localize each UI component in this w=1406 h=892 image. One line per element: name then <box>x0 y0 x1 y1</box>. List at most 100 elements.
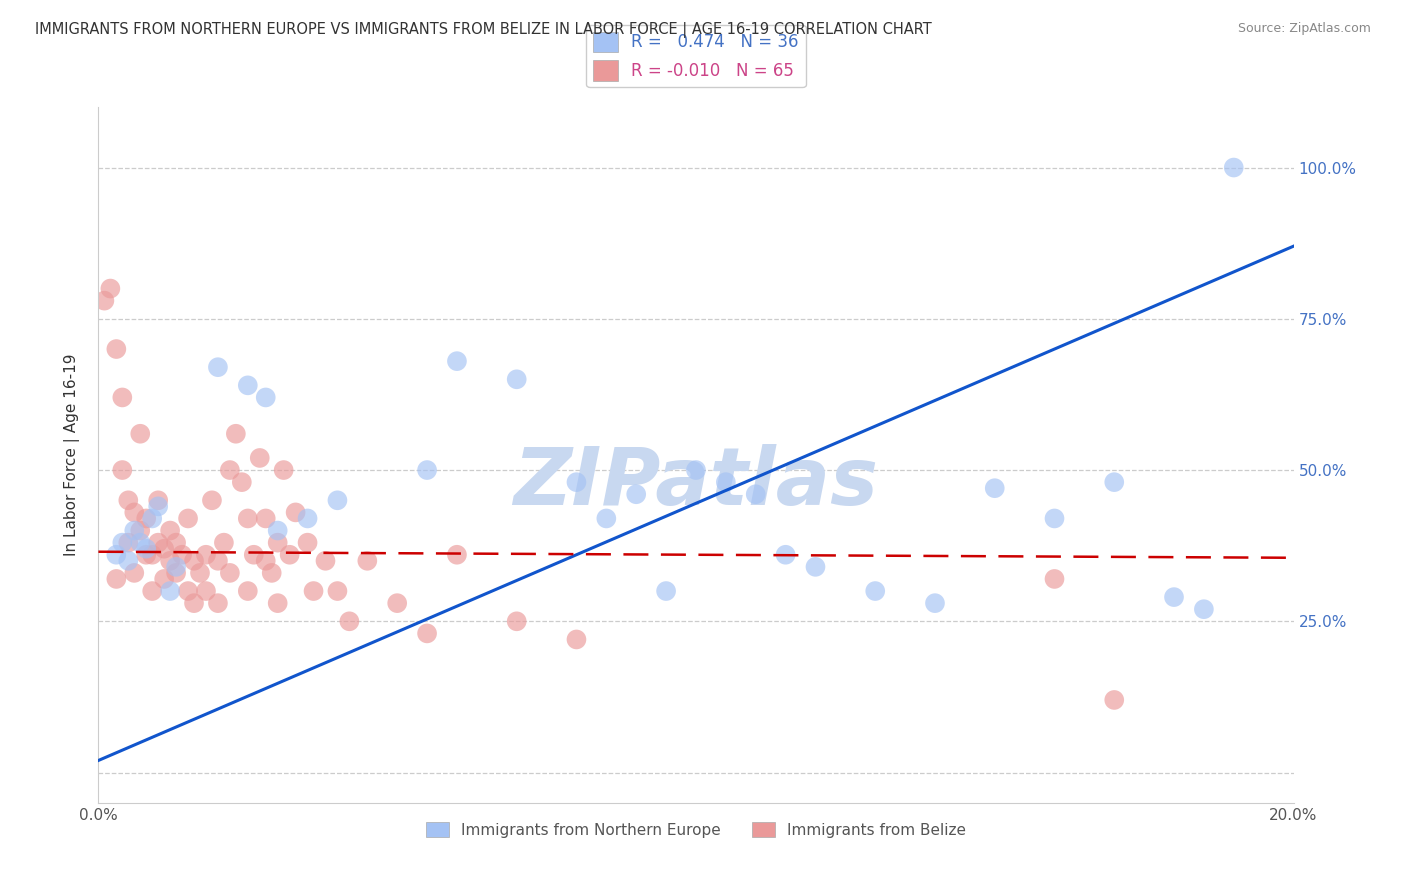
Point <box>506 615 529 629</box>
Point <box>111 463 134 477</box>
Point <box>1223 161 1246 175</box>
Point <box>188 566 211 580</box>
Point <box>267 596 290 610</box>
Point <box>124 505 146 519</box>
Point <box>339 615 361 629</box>
Text: Source: ZipAtlas.com: Source: ZipAtlas.com <box>1237 22 1371 36</box>
Point <box>236 584 259 599</box>
Point <box>177 584 200 599</box>
Point <box>506 372 529 386</box>
Point <box>924 596 946 610</box>
Point <box>219 463 242 477</box>
Point <box>148 535 170 549</box>
Point <box>416 463 439 477</box>
Point <box>254 511 277 525</box>
Point <box>984 481 1007 495</box>
Point <box>98 281 122 295</box>
Point <box>135 511 157 525</box>
Point <box>183 596 205 610</box>
Point <box>105 548 128 562</box>
Point <box>212 535 235 549</box>
Point <box>111 391 134 405</box>
Point <box>207 596 229 610</box>
Point <box>129 426 152 441</box>
Point <box>446 354 468 368</box>
Legend: Immigrants from Northern Europe, Immigrants from Belize: Immigrants from Northern Europe, Immigra… <box>420 815 972 844</box>
Point <box>153 541 176 556</box>
Point <box>141 548 163 562</box>
Point <box>565 632 588 647</box>
Point <box>159 524 181 538</box>
Point <box>236 378 259 392</box>
Point <box>105 342 128 356</box>
Point <box>165 566 187 580</box>
Point <box>105 572 128 586</box>
Point <box>1192 602 1215 616</box>
Point <box>267 535 290 549</box>
Point <box>231 475 253 490</box>
Point <box>775 548 797 562</box>
Point <box>117 493 139 508</box>
Point <box>165 535 187 549</box>
Point <box>129 535 152 549</box>
Point <box>1043 511 1066 525</box>
Point <box>124 566 146 580</box>
Point <box>148 493 170 508</box>
Point <box>195 584 218 599</box>
Point <box>93 293 115 308</box>
Point <box>326 493 349 508</box>
Point <box>141 511 163 525</box>
Point <box>254 391 277 405</box>
Point <box>315 554 337 568</box>
Point <box>124 524 146 538</box>
Point <box>416 626 439 640</box>
Point <box>159 554 181 568</box>
Point <box>1104 693 1126 707</box>
Point <box>117 554 139 568</box>
Point <box>278 548 301 562</box>
Point <box>177 511 200 525</box>
Point <box>865 584 887 599</box>
Text: IMMIGRANTS FROM NORTHERN EUROPE VS IMMIGRANTS FROM BELIZE IN LABOR FORCE | AGE 1: IMMIGRANTS FROM NORTHERN EUROPE VS IMMIG… <box>35 22 932 38</box>
Point <box>1043 572 1066 586</box>
Point <box>135 541 157 556</box>
Point <box>165 559 187 574</box>
Point <box>236 511 259 525</box>
Point <box>201 493 224 508</box>
Point <box>219 566 242 580</box>
Point <box>129 524 152 538</box>
Point <box>135 548 157 562</box>
Point <box>1163 590 1185 604</box>
Point <box>207 554 229 568</box>
Point <box>804 559 827 574</box>
Point <box>595 511 617 525</box>
Point <box>745 487 768 501</box>
Point <box>302 584 325 599</box>
Point <box>446 548 468 562</box>
Point <box>565 475 588 490</box>
Point <box>273 463 295 477</box>
Point <box>249 450 271 465</box>
Y-axis label: In Labor Force | Age 16-19: In Labor Force | Age 16-19 <box>63 353 80 557</box>
Point <box>148 500 170 514</box>
Point <box>260 566 283 580</box>
Point <box>714 475 737 490</box>
Point <box>254 554 277 568</box>
Point <box>183 554 205 568</box>
Point <box>111 535 134 549</box>
Point <box>297 511 319 525</box>
Point <box>1104 475 1126 490</box>
Point <box>685 463 707 477</box>
Point <box>141 584 163 599</box>
Point <box>207 360 229 375</box>
Point <box>326 584 349 599</box>
Point <box>626 487 648 501</box>
Point <box>153 572 176 586</box>
Point <box>159 584 181 599</box>
Point <box>172 548 194 562</box>
Point <box>655 584 678 599</box>
Point <box>117 535 139 549</box>
Point <box>284 505 307 519</box>
Point <box>267 524 290 538</box>
Point <box>385 596 409 610</box>
